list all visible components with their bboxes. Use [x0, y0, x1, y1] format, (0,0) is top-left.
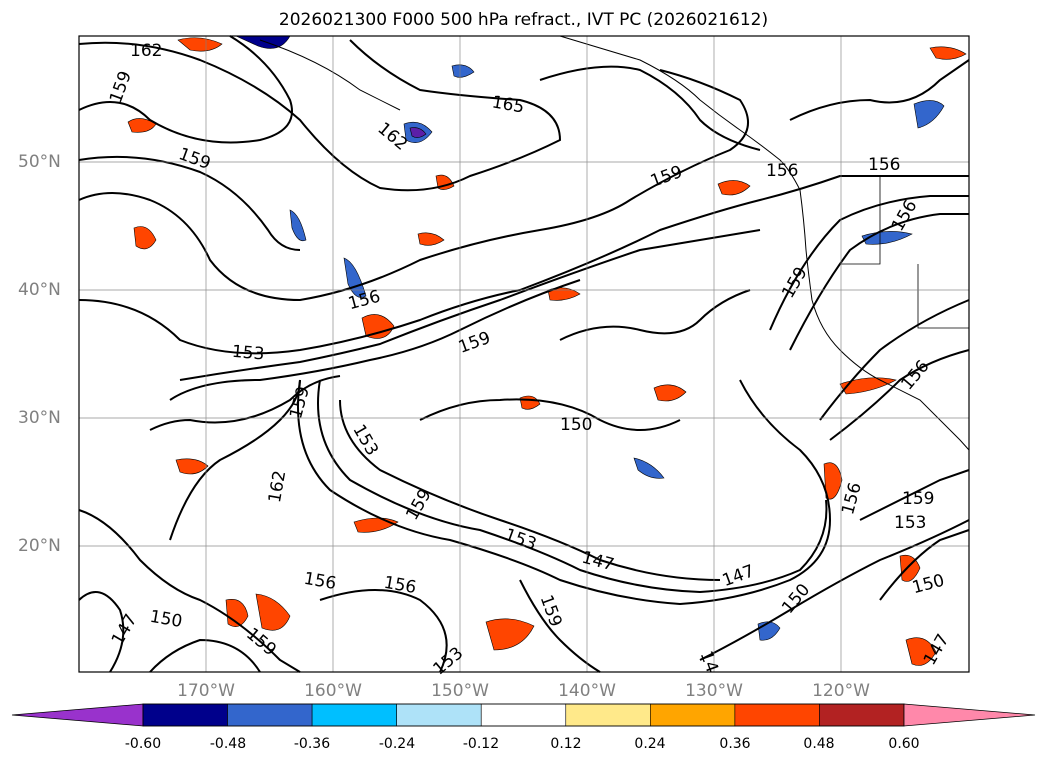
ivt-blob: [255, 593, 291, 631]
refractivity-contours: [78, 35, 970, 673]
contour-line: [78, 591, 125, 673]
coastlines: [259, 35, 970, 451]
ivt-blob: [913, 100, 945, 129]
colorbar-bin: [227, 703, 313, 727]
colorbar-tick-label: 0.24: [634, 736, 666, 752]
contour-line: [169, 379, 301, 541]
ivt-blob: [175, 458, 209, 475]
colorbar-bin: [142, 703, 228, 727]
longitude-label: 140°W: [558, 681, 616, 701]
ivt-blob: [653, 384, 687, 402]
alaska-coast: [559, 35, 801, 191]
map-panel: 162 159 165 162 159 159 156 156 156 159 …: [78, 35, 970, 679]
contour-line: [769, 195, 969, 331]
colorbar-bin: [480, 703, 567, 727]
contour-line: [559, 289, 751, 341]
ivt-blob: [839, 377, 897, 395]
contour-line: [78, 35, 293, 144]
colorbar-bins: [142, 703, 905, 727]
gridlines: [79, 36, 969, 672]
longitude-label: 170°W: [177, 681, 235, 701]
colorbar-under-triangle: [11, 703, 144, 727]
colorbar-tick-label: -0.60: [124, 736, 162, 752]
latitude-label: 40°N: [18, 280, 61, 300]
latitude-label: 30°N: [18, 408, 61, 428]
contour-line: [519, 579, 601, 673]
colorbar-bin: [311, 703, 397, 727]
contour-label: 159: [902, 489, 934, 509]
contour-label: 156: [766, 161, 798, 181]
contour-line: [179, 229, 761, 381]
map-frame: [78, 35, 970, 673]
contour-label: 156: [868, 155, 900, 175]
contour-line: [78, 509, 301, 673]
aleutians: [259, 39, 401, 111]
colorbar-tick-label: 0.60: [888, 736, 920, 752]
ivt-blob: [361, 314, 395, 339]
contour-line: [789, 213, 969, 351]
colorbar-bin: [650, 703, 736, 727]
contour-label: 162: [130, 41, 162, 61]
ivt-blob: [823, 462, 843, 500]
latitude-label: 20°N: [18, 536, 61, 556]
contour-line: [78, 175, 969, 355]
longitude-label: 120°W: [812, 681, 870, 701]
longitude-label: 130°W: [685, 681, 743, 701]
contour-line: [78, 155, 301, 251]
contour-line: [339, 399, 721, 581]
contour-line: [149, 375, 341, 431]
contour-line: [317, 379, 828, 594]
contour-label: 153: [231, 342, 265, 365]
contour-line: [169, 279, 581, 401]
contour-line: [149, 638, 261, 673]
colorbar-tick-label: -0.24: [378, 736, 416, 752]
contour-line: [879, 529, 970, 601]
contour-line: [819, 299, 970, 421]
contour-line: [789, 59, 970, 121]
ivt-blob: [133, 226, 157, 250]
contour-label: 150: [560, 415, 592, 435]
ivt-blob: [905, 637, 937, 666]
colorbar-bin: [396, 703, 482, 727]
contour-line: [829, 349, 970, 441]
colorbar-bin: [565, 703, 651, 727]
colorbar-over-triangle: [903, 703, 1036, 727]
colorbar: [11, 703, 1036, 727]
ivt-blob: [409, 127, 427, 138]
contour-line: [297, 379, 832, 606]
ivt-blob: [633, 457, 665, 479]
contour-line: [78, 39, 562, 192]
ivt-blob: [289, 209, 307, 242]
colorbar-tick-label: -0.12: [462, 736, 500, 752]
ivt-blob: [177, 37, 223, 52]
na-west-coast: [799, 189, 970, 451]
colorbar-bin: [734, 703, 820, 727]
contour-line: [539, 65, 761, 151]
contour-line: [859, 469, 970, 521]
contour-line: [419, 398, 681, 431]
ivt-blob: [417, 232, 445, 246]
colorbar-tick-label: -0.48: [209, 736, 247, 752]
ivt-blob: [899, 554, 921, 582]
colorbar-tick-label: 0.12: [550, 736, 582, 752]
ivt-blob: [717, 180, 751, 196]
map-title: 2026021300 F000 500 hPa refract., IVT PC…: [278, 10, 769, 30]
ivt-blob: [485, 618, 535, 651]
contour-line: [319, 589, 448, 673]
colorbar-bin: [819, 703, 905, 727]
us-border: [840, 176, 969, 329]
colorbar-tick-label: 0.36: [719, 736, 751, 752]
latitude-label: 50°N: [18, 152, 61, 172]
contour-label: 153: [894, 513, 926, 533]
ivt-blob: [929, 46, 967, 60]
colorbar-tick-label: -0.36: [293, 736, 331, 752]
contour-line: [699, 519, 970, 661]
longitude-label: 160°W: [304, 681, 362, 701]
longitude-label: 150°W: [431, 681, 489, 701]
colorbar-tick-label: 0.48: [803, 736, 835, 752]
